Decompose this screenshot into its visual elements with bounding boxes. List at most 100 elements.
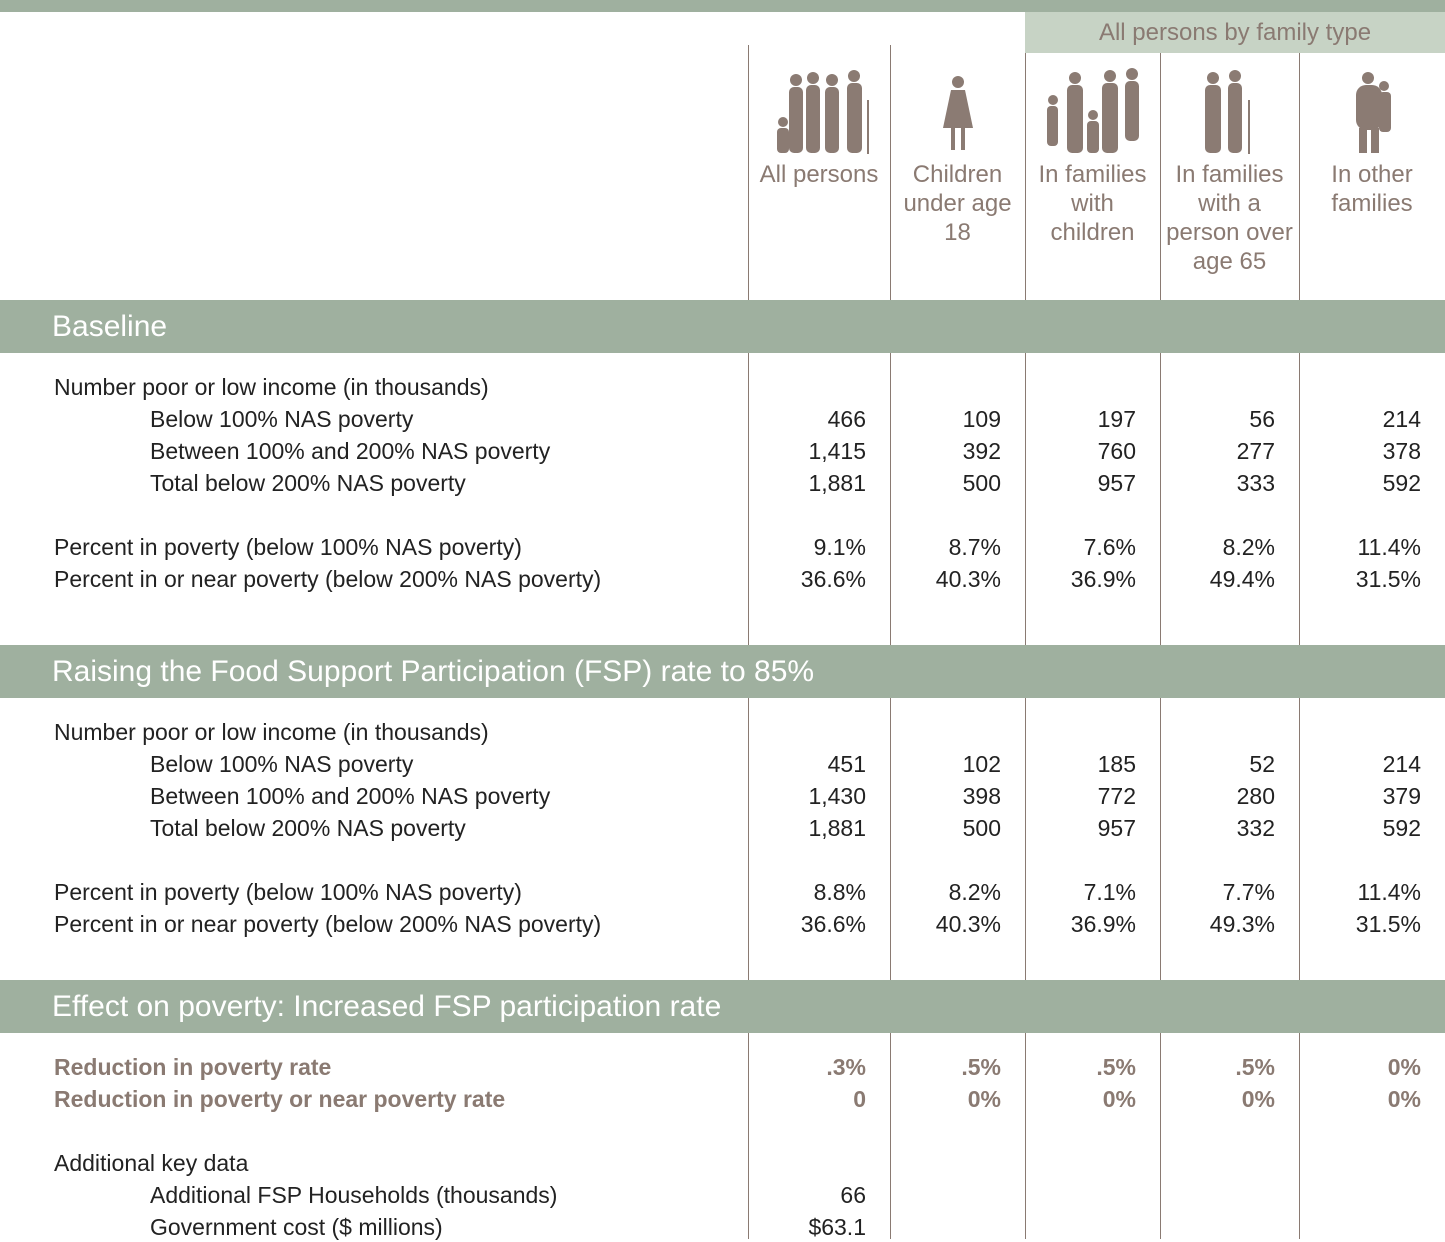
column-divider	[890, 353, 891, 645]
cell-value: 1,430	[808, 783, 866, 809]
column-divider	[1160, 353, 1161, 645]
row-heading: Number poor or low income (in thousands)	[54, 374, 489, 400]
cell-value: 36.9%	[1070, 566, 1136, 592]
column-divider	[1025, 353, 1026, 645]
row-label: Below 100% NAS poverty	[150, 406, 414, 432]
row-label: Total below 200% NAS poverty	[150, 815, 466, 841]
cell-value: 500	[962, 815, 1001, 841]
cell-value: 56	[1249, 406, 1275, 432]
column-divider	[1160, 698, 1161, 980]
section-band: Baseline	[0, 300, 1445, 353]
column-divider	[748, 45, 749, 300]
cell-value: 0%	[1241, 1086, 1275, 1112]
cell-value: 280	[1236, 783, 1275, 809]
column-divider	[1025, 1033, 1026, 1239]
cell-value: 1,881	[808, 470, 866, 496]
cell-value: 11.4%	[1357, 534, 1421, 560]
cell-value: 197	[1097, 406, 1136, 432]
row-label: Additional FSP Households (thousands)	[150, 1182, 558, 1208]
row-label: Government cost ($ millions)	[150, 1214, 443, 1240]
cell-value: 214	[1382, 406, 1421, 432]
cell-value: $63.1	[808, 1214, 866, 1240]
cell-value: 500	[962, 470, 1001, 496]
row-label: Percent in poverty (below 100% NAS pover…	[54, 534, 522, 560]
cell-value: 378	[1382, 438, 1421, 464]
column-label: In families with children	[1038, 161, 1147, 246]
cell-value: 0%	[1102, 1086, 1136, 1112]
cell-value: 332	[1236, 815, 1275, 841]
cell-value: 0	[853, 1086, 866, 1112]
cell-value: 8.8%	[813, 879, 866, 905]
column-divider	[1299, 698, 1300, 980]
cell-value: 7.1%	[1083, 879, 1136, 905]
column-divider	[1025, 53, 1026, 300]
cell-value: 36.6%	[800, 566, 866, 592]
cell-value: 109	[962, 406, 1001, 432]
cell-value: 11.4%	[1357, 879, 1421, 905]
row-label: Below 100% NAS poverty	[150, 751, 414, 777]
column-divider	[748, 1033, 749, 1239]
group-label: All persons by family type	[1025, 12, 1445, 53]
cell-value: 451	[827, 751, 866, 777]
cell-value: 8.2%	[1222, 534, 1275, 560]
section-band: Effect on poverty: Increased FSP partici…	[0, 980, 1445, 1033]
cell-value: 0%	[1387, 1086, 1421, 1112]
cell-value: 214	[1382, 751, 1421, 777]
column-divider	[1299, 353, 1300, 645]
column-label: In other families	[1331, 161, 1413, 217]
cell-value: 8.2%	[948, 879, 1001, 905]
cell-value: 7.6%	[1083, 534, 1136, 560]
icons	[777, 68, 1391, 154]
cell-value: 36.9%	[1070, 911, 1136, 937]
cell-value: 957	[1097, 470, 1136, 496]
column-divider	[1299, 53, 1300, 300]
cell-value: .5%	[1096, 1054, 1136, 1080]
cell-value: 1,881	[808, 815, 866, 841]
cell-value: 466	[827, 406, 866, 432]
row-label: Between 100% and 200% NAS poverty	[150, 783, 551, 809]
cell-value: 392	[962, 438, 1001, 464]
cell-value: 592	[1382, 470, 1421, 496]
row-label: Reduction in poverty or near poverty rat…	[54, 1086, 506, 1112]
icon-families-65	[1205, 70, 1250, 154]
cell-value: 398	[962, 783, 1001, 809]
column-label: Children under age 18	[903, 161, 1012, 246]
cell-value: 1,415	[808, 438, 866, 464]
column-divider	[748, 698, 749, 980]
column-divider	[1299, 1033, 1300, 1239]
top-bar	[0, 0, 1445, 12]
row-label: Reduction in poverty rate	[54, 1054, 332, 1080]
row-label: Percent in or near poverty (below 200% N…	[54, 566, 602, 592]
cell-value: 40.3%	[935, 566, 1001, 592]
column-divider	[1160, 1033, 1161, 1239]
row-label: Total below 200% NAS poverty	[150, 470, 466, 496]
cell-value: 52	[1249, 751, 1275, 777]
cell-value: 31.5%	[1355, 911, 1421, 937]
icon-families-children	[1047, 68, 1139, 153]
cell-value: .5%	[961, 1054, 1001, 1080]
cell-value: 49.3%	[1209, 911, 1275, 937]
row-label: Percent in or near poverty (below 200% N…	[54, 911, 602, 937]
cell-value: 760	[1097, 438, 1136, 464]
column-label: All persons	[759, 161, 879, 188]
cell-value: 957	[1097, 815, 1136, 841]
cell-value: 102	[962, 751, 1001, 777]
cell-value: 40.3%	[935, 911, 1001, 937]
column-divider	[890, 1033, 891, 1239]
row-label: Percent in poverty (below 100% NAS pover…	[54, 879, 522, 905]
row-heading: Additional key data	[54, 1150, 249, 1176]
cell-value: 379	[1382, 783, 1421, 809]
icon-other-families	[1356, 72, 1391, 153]
cell-value: 185	[1097, 751, 1136, 777]
column-divider	[890, 698, 891, 980]
column-divider	[748, 353, 749, 645]
cell-value: .3%	[826, 1054, 866, 1080]
cell-value: 333	[1236, 470, 1275, 496]
column-divider	[890, 45, 891, 300]
cell-value: 36.6%	[800, 911, 866, 937]
icon-all-persons	[777, 70, 869, 154]
cell-value: 277	[1236, 438, 1275, 464]
cell-value: 7.7%	[1222, 879, 1275, 905]
cell-value: 49.4%	[1209, 566, 1275, 592]
